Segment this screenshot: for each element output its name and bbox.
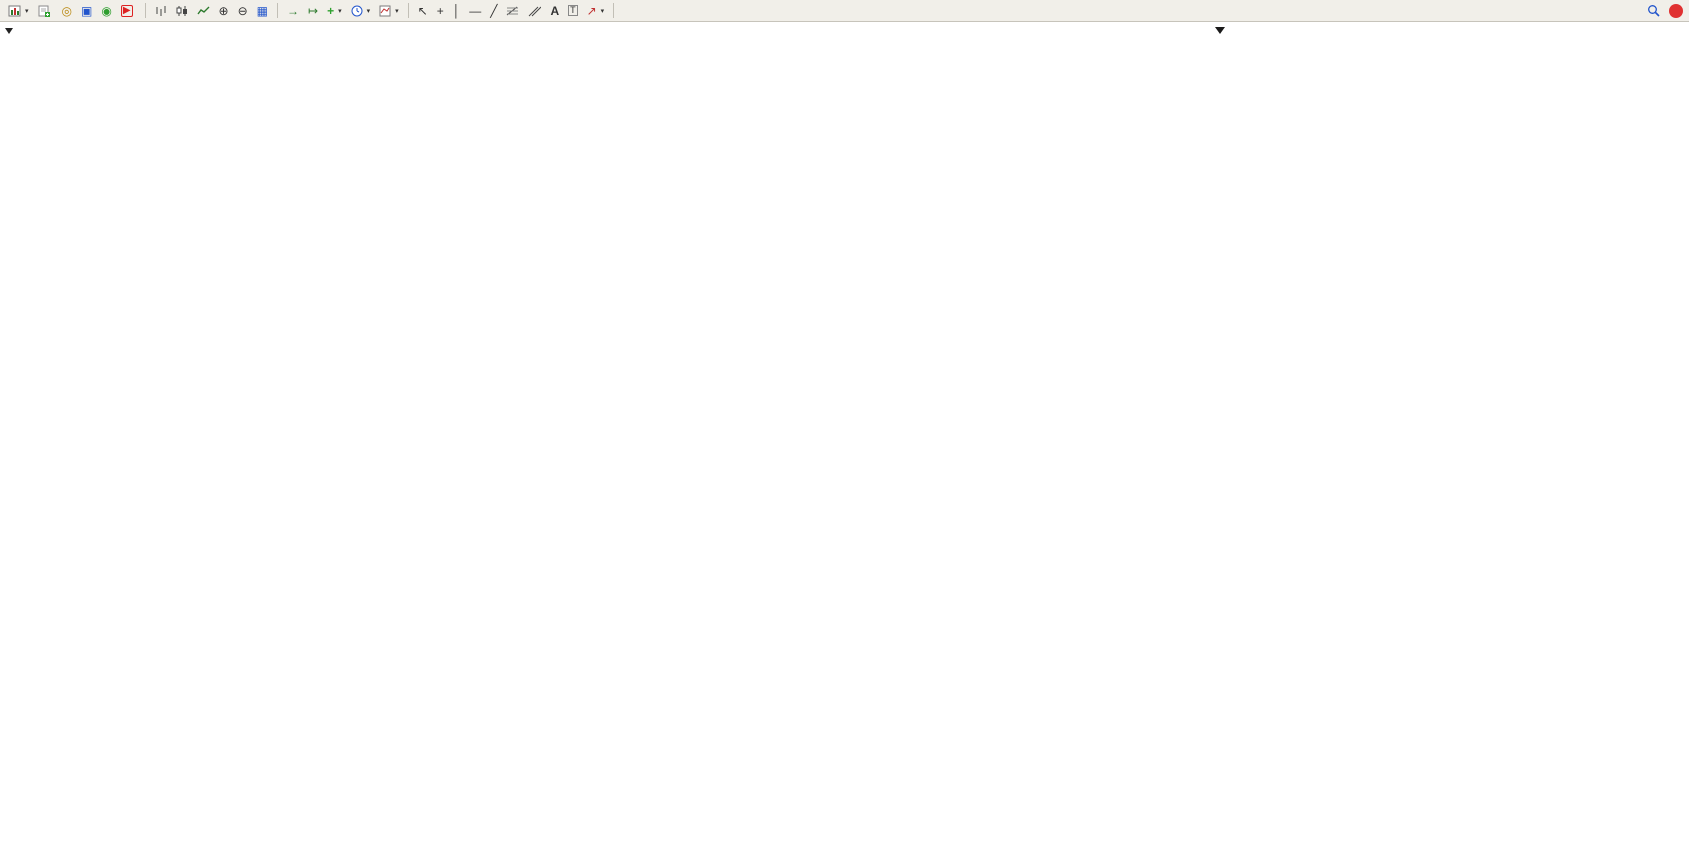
search-icon [1648,5,1660,17]
zoom-out-icon: ⊖ [237,3,248,18]
chart-shift-icon: ↦ [308,3,319,18]
periods-button[interactable]: ▾ [347,1,375,21]
indicators-add-icon: + [327,3,335,18]
fibonacci-icon [507,6,519,15]
notification-badge[interactable] [1669,3,1683,18]
candlestick-chart-icon [176,5,187,16]
trendline-icon: ╱ [490,3,498,18]
tile-windows-button[interactable]: ▦ [253,1,272,21]
auto-trading-button[interactable]: ▶ [117,1,140,21]
indicators-button[interactable]: + ▾ [323,1,346,21]
new-order-icon [38,5,50,17]
vertical-line-icon: │ [452,3,461,18]
horizontal-line-button[interactable]: — [465,1,485,21]
bar-chart-icon [156,5,166,16]
zoom-in-button[interactable]: ⊕ [215,1,233,21]
cursor-button[interactable]: ↖ [414,1,432,21]
chevron-down-icon: ▾ [338,7,342,15]
channel-button[interactable] [524,1,545,21]
toolbar-right-group [1643,1,1685,21]
bar-chart-button[interactable] [151,1,171,21]
chart-header [0,22,1689,40]
toolbar-separator [144,3,146,18]
line-chart-icon [196,6,210,14]
toolbar-separator [407,3,409,18]
clock-icon [351,5,363,16]
new-chart-icon [8,5,21,16]
chevron-down-icon: ▾ [395,7,399,15]
candlestick-chart-button[interactable] [172,1,192,21]
crosshair-icon: + [436,3,444,18]
horizontal-line-icon: — [469,3,482,18]
text-button[interactable]: A [546,1,563,21]
auto-scroll-icon: → [287,3,299,18]
trendline-button[interactable]: ╱ [486,1,501,21]
templates-icon [379,5,391,16]
line-chart-button[interactable] [193,1,214,21]
vertical-line-button[interactable]: │ [449,1,465,21]
toolbar-separator [613,3,615,18]
main-toolbar: ▾ ◎ ▣ ◉ ▶ ⊕ ⊖ ▦ → ↦ + ▾ ▾ ▾ ↖ + │ — ╱ A T… [0,0,1689,22]
auto-trading-icon: ▶ [120,4,133,17]
profiles-icon: ◎ [61,3,72,18]
search-button[interactable] [1643,1,1664,21]
price-chart[interactable] [0,40,1689,800]
market-watch-button[interactable]: ▣ [77,1,96,21]
chevron-down-icon: ▾ [600,7,605,15]
toolbar-separator [277,3,278,18]
chart-shift-marker[interactable] [1215,27,1225,34]
arrows-tool-icon: ↗ [586,3,597,18]
tile-windows-icon: ▦ [256,3,268,18]
zoom-out-button[interactable]: ⊖ [234,1,252,21]
profiles-button[interactable]: ◎ [58,1,76,21]
auto-scroll-button[interactable]: → [283,1,303,21]
navigator-button[interactable]: ◉ [97,1,115,21]
market-watch-icon: ▣ [81,3,93,18]
text-label-button[interactable]: T [564,1,582,21]
zoom-in-icon: ⊕ [218,3,229,18]
text-label-icon: T [568,5,578,16]
arrows-button[interactable]: ↗ ▾ [583,1,609,21]
chevron-down-icon: ▾ [25,7,29,15]
chart-shift-button[interactable]: ↦ [304,1,322,21]
text-icon: A [550,3,560,18]
new-chart-button[interactable]: ▾ [4,1,33,21]
new-order-button[interactable] [34,1,57,21]
crosshair-button[interactable]: + [433,1,448,21]
chevron-down-icon: ▾ [366,7,371,15]
templates-button[interactable]: ▾ [375,1,403,21]
fibonacci-button[interactable] [502,1,523,21]
chart-menu-icon[interactable] [5,28,13,34]
cursor-icon: ↖ [417,3,428,18]
channel-icon [529,6,542,16]
navigator-icon: ◉ [101,3,112,18]
